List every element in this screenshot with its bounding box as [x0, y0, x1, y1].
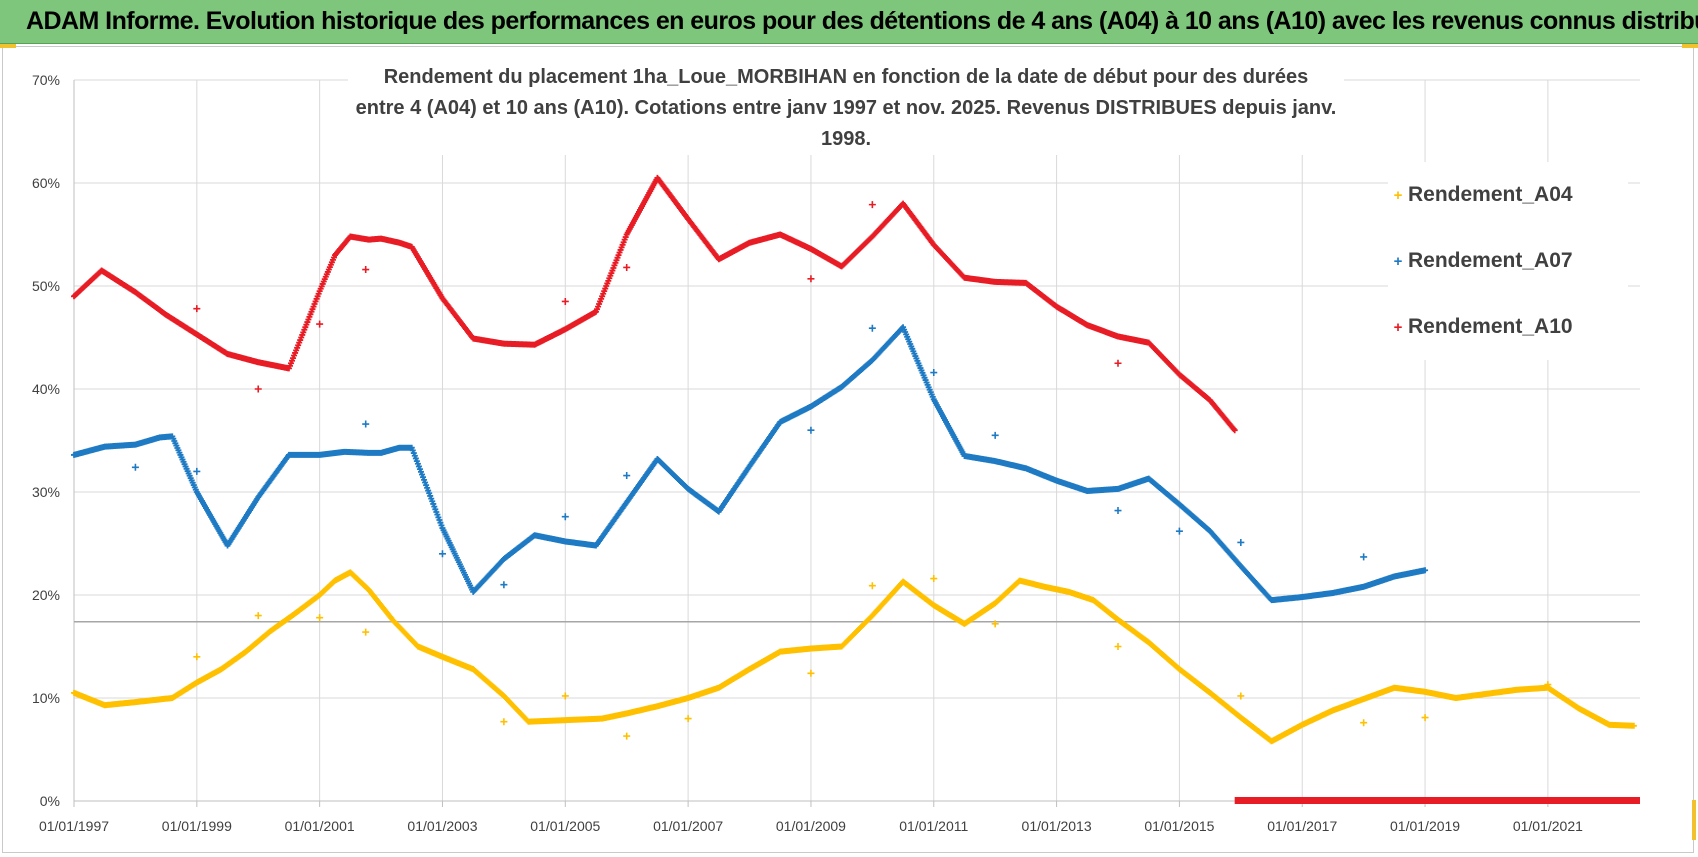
series-line-a04	[71, 569, 1637, 745]
outlier-point-a10	[807, 275, 815, 283]
outlier-point-a10	[561, 297, 569, 305]
legend-label-a07: Rendement_A07	[1408, 249, 1573, 272]
outlier-point-a04	[561, 692, 569, 700]
y-tick-label: 10%	[32, 690, 60, 706]
outlier-point-a04	[684, 715, 692, 723]
y-tick-label: 50%	[32, 278, 60, 294]
y-tick-label: 40%	[32, 381, 60, 397]
y-axis-ticks: 0% 10% 20% 30% 40% 50% 60% 70%	[32, 72, 60, 809]
outlier-point-a07	[362, 420, 370, 428]
outlier-point-a07	[1175, 527, 1183, 535]
y-tick-label: 70%	[32, 72, 60, 88]
x-tick-label: 01/01/2019	[1390, 818, 1460, 834]
legend-label-a04: Rendement_A04	[1408, 183, 1573, 206]
outlier-point-a04	[1114, 643, 1122, 650]
corner-mark-top-right	[1682, 44, 1698, 48]
outlier-point-a04	[991, 620, 999, 628]
outlier-point-a04	[1237, 692, 1245, 700]
series-line-a07	[71, 324, 1429, 604]
legend-item-a07: + Rendement_A07	[1388, 228, 1628, 294]
series-rendement-a07	[71, 324, 1429, 604]
outlier-point-a10	[868, 201, 876, 209]
outlier-point-a10	[623, 263, 631, 271]
corner-mark-bottom-right	[1692, 800, 1696, 840]
outlier-point-a04	[868, 582, 876, 590]
outlier-point-a07	[807, 426, 815, 434]
plus-marker-icon: +	[1393, 252, 1403, 270]
x-tick-label: 01/01/2013	[1022, 818, 1092, 834]
x-tick-label: 01/01/1997	[39, 818, 109, 834]
outlier-point-a04	[1360, 719, 1368, 727]
chart-title-line-2: entre 4 (A04) et 10 ans (A10). Cotations…	[355, 97, 1337, 150]
outlier-point-a04	[623, 732, 631, 740]
x-tick-label: 01/01/2021	[1513, 818, 1583, 834]
series-rendement-a10	[71, 174, 1238, 434]
outlier-point-a07	[930, 369, 938, 377]
x-tick-label: 01/01/2007	[653, 818, 723, 834]
outlier-point-a04	[500, 718, 508, 726]
outlier-point-a10	[316, 320, 324, 328]
outlier-point-a07	[868, 324, 876, 332]
outlier-point-a04	[1544, 681, 1552, 689]
x-axis-ticks: 01/01/1997 01/01/1999 01/01/2001 01/01/2003…	[39, 801, 1583, 834]
outlier-point-a07	[131, 463, 139, 471]
x-tick-label: 01/01/2017	[1267, 818, 1337, 834]
outlier-point-a10	[362, 266, 370, 274]
x-tick-label: 01/01/2003	[407, 818, 477, 834]
chart-title-line-1: Rendement du placement 1ha_Loue_MORBIHAN…	[383, 66, 1309, 88]
outlier-point-a04	[362, 628, 370, 636]
a10-zero-band	[1234, 797, 1640, 804]
y-tick-label: 60%	[32, 175, 60, 191]
legend-item-a10: + Rendement_A10	[1388, 294, 1628, 360]
y-tick-label: 30%	[32, 484, 60, 500]
x-tick-label: 01/01/2009	[776, 818, 846, 834]
outlier-point-a04	[316, 614, 324, 622]
outlier-point-a04	[807, 669, 815, 677]
x-tick-label: 01/01/2011	[899, 818, 968, 834]
banner-title: ADAM Informe. Evolution historique des p…	[26, 7, 1698, 35]
outlier-point-a07	[1360, 553, 1368, 561]
y-tick-label: 0%	[40, 793, 60, 809]
outlier-point-a10	[193, 305, 201, 313]
chart-legend: + Rendement_A04 + Rendement_A07 + Rendem…	[1388, 162, 1628, 360]
outlier-point-a10	[1114, 359, 1122, 367]
legend-item-a04: + Rendement_A04	[1388, 162, 1628, 228]
x-tick-label: 01/01/2001	[285, 818, 355, 834]
series-rendement-a04	[71, 569, 1637, 745]
a10-zero-band-mark	[1234, 797, 1640, 804]
x-tick-label: 01/01/1999	[162, 818, 232, 834]
outlier-point-a07	[500, 581, 508, 589]
plus-marker-icon: +	[1393, 186, 1403, 204]
outlier-point-a07	[991, 431, 999, 439]
outlier-point-a07	[193, 467, 201, 475]
series-line-a10	[71, 174, 1238, 434]
chart-title: Rendement du placement 1ha_Loue_MORBIHAN…	[348, 62, 1344, 155]
outlier-point-a07	[1114, 507, 1122, 515]
outlier-point-a07	[1237, 538, 1245, 546]
x-tick-label: 01/01/2005	[530, 818, 600, 834]
outlier-point-a07	[623, 472, 631, 480]
outlier-point-a07	[561, 513, 569, 521]
outlier-point-a04	[1421, 714, 1429, 722]
x-tick-label: 01/01/2015	[1144, 818, 1214, 834]
corner-mark-top-left	[0, 44, 16, 48]
outlier-point-a04	[930, 575, 938, 583]
chart-frame	[2, 46, 1694, 853]
outlier-point-a07	[438, 550, 446, 558]
header-banner: ADAM Informe. Evolution historique des p…	[0, 0, 1698, 44]
legend-label-a10: Rendement_A10	[1408, 315, 1573, 338]
outlier-point-a10	[254, 385, 262, 393]
outlier-point-a04	[254, 612, 262, 620]
plus-marker-icon: +	[1393, 318, 1403, 336]
outlier-point-a04	[193, 653, 201, 661]
y-tick-label: 20%	[32, 587, 60, 603]
